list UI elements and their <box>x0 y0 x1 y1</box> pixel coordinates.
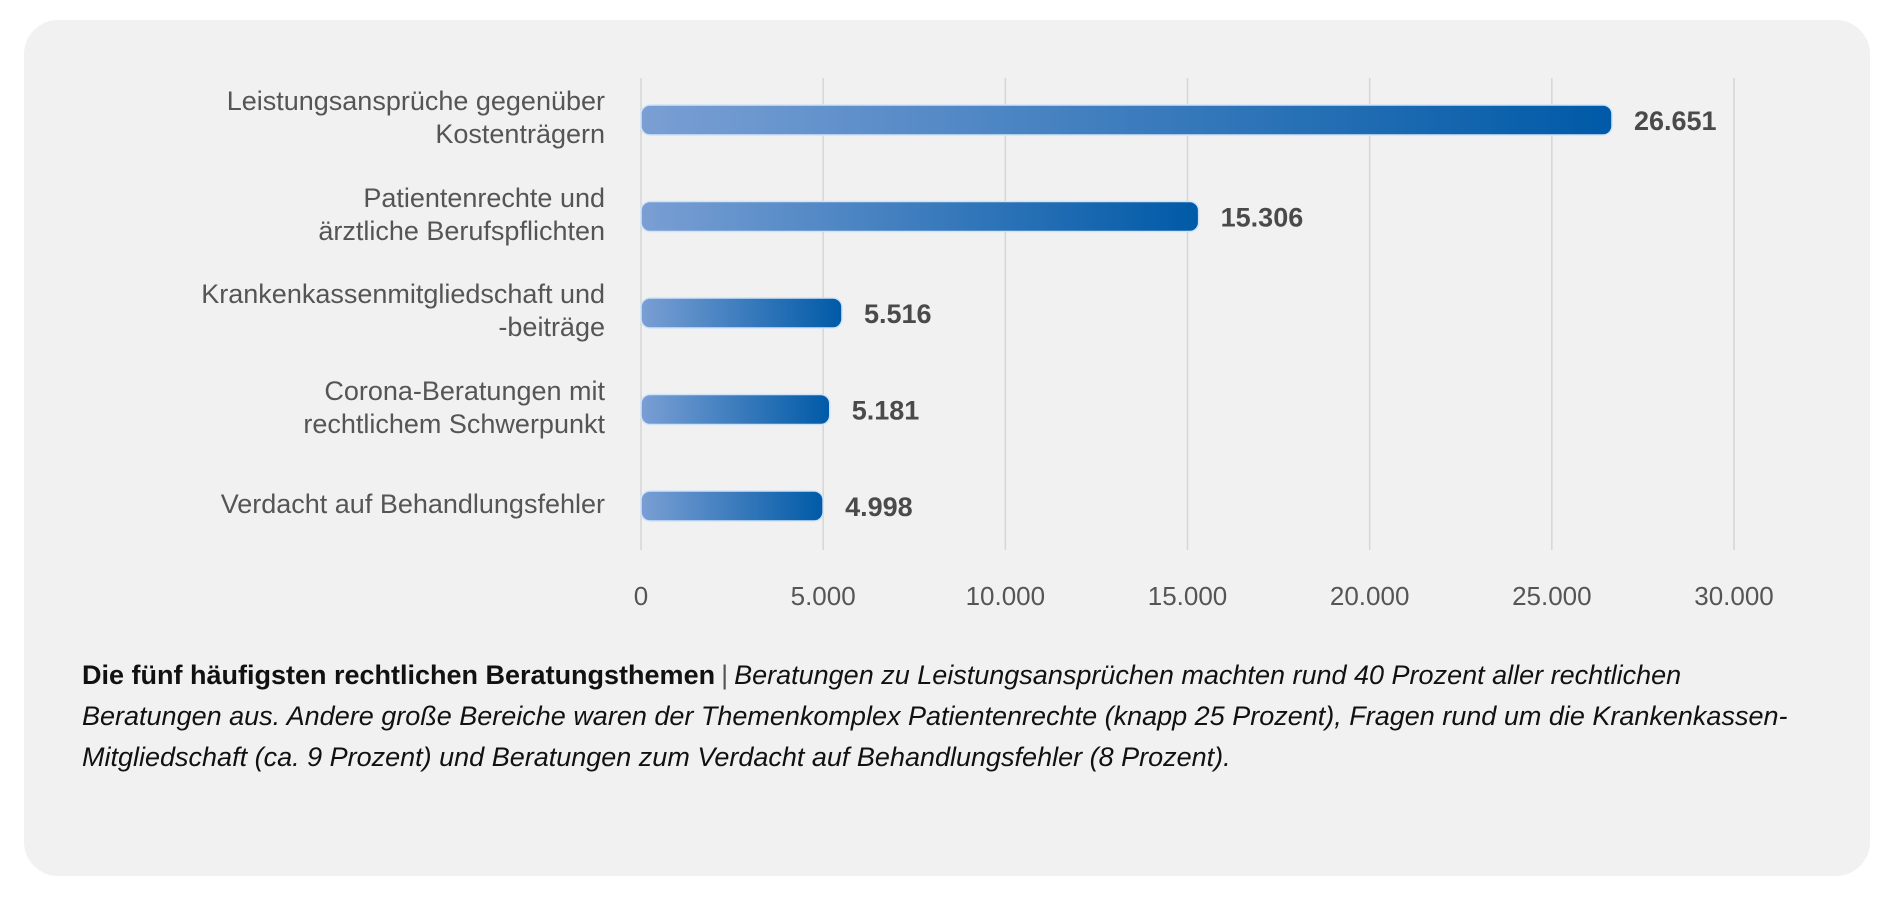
bars <box>640 104 1613 522</box>
x-tick-label: 25.000 <box>1512 581 1592 611</box>
bar-value-label: 4.998 <box>845 492 913 522</box>
bar <box>640 393 831 426</box>
bar-value-label: 15.306 <box>1221 203 1304 233</box>
bar-value-label: 5.516 <box>864 299 932 329</box>
x-tick-label: 0 <box>634 581 648 611</box>
bar <box>640 297 843 329</box>
x-axis-ticks: 0 5.000 10.000 15.000 20.000 25.000 30.000 <box>634 581 1774 611</box>
value-labels: 26.651 15.306 5.516 5.181 4.998 <box>845 106 1716 522</box>
caption-title: Die fünf häufigsten rechtlichen Beratung… <box>82 660 716 690</box>
category-label: Corona-Beratungen mit rechtlichem Schwer… <box>303 375 605 439</box>
category-label: Verdacht auf Behandlungsfehler <box>220 488 605 519</box>
x-tick-label: 5.000 <box>791 581 856 611</box>
bar <box>640 200 1200 233</box>
caption-separator: | <box>721 660 729 690</box>
chart-panel <box>24 20 1870 876</box>
bar-value-label: 5.181 <box>852 396 920 426</box>
x-tick-label: 15.000 <box>1148 581 1228 611</box>
x-tick-label: 20.000 <box>1330 581 1410 611</box>
caption-body: Beratungen zu Leistungsansprüchen machte… <box>82 660 1788 772</box>
bar <box>640 104 1613 136</box>
x-tick-label: 30.000 <box>1694 581 1774 611</box>
figure-caption: Die fünf häufigsten rechtlichen Beratung… <box>82 655 1802 778</box>
category-label: Krankenkassenmitgliedschaft und -beiträg… <box>201 279 605 342</box>
x-tick-label: 10.000 <box>966 581 1046 611</box>
bar-value-label: 26.651 <box>1634 106 1717 136</box>
bar-chart: 26.651 15.306 5.516 5.181 4.998 0 5.000 10.000… <box>634 78 1774 611</box>
bar <box>640 490 824 522</box>
category-label: Leistungsansprüche gegenüber Kostenträge… <box>226 86 605 149</box>
category-label: Patientenrechte und ärztliche Berufspfli… <box>318 182 605 246</box>
